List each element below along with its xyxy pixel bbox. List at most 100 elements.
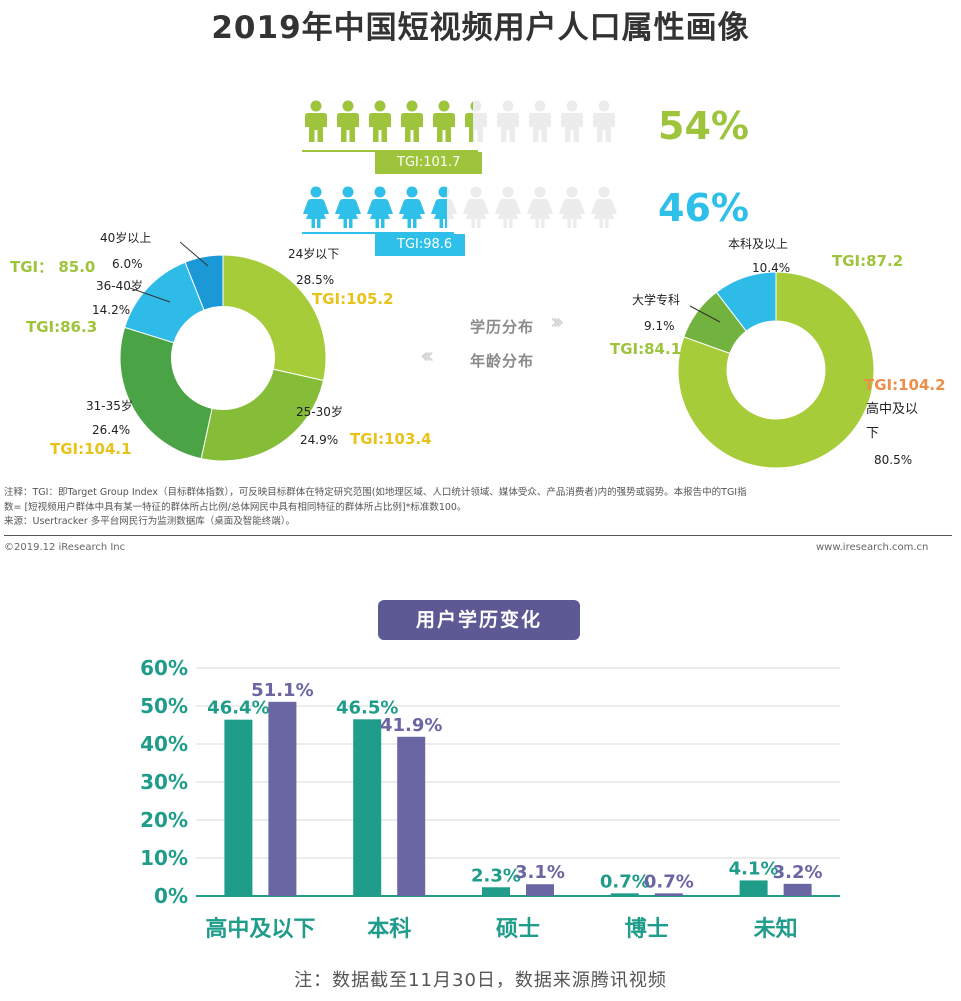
male-person-fill xyxy=(398,100,426,144)
category-label: 本科 xyxy=(367,917,411,942)
bar-chart-title: 用户学历变化 xyxy=(378,600,580,640)
leader-36-40 xyxy=(130,287,171,303)
category-label: 高中及以下 xyxy=(205,916,315,942)
age-slice-5 xyxy=(184,254,224,311)
male-icon xyxy=(401,100,423,142)
age-31-35-name: 31-35岁 xyxy=(86,399,133,413)
male-person-8 xyxy=(526,100,554,144)
data-label: 46.4% xyxy=(207,698,269,719)
data-label: 41.9% xyxy=(380,715,442,736)
bar xyxy=(610,893,639,896)
age-label-40plus: 40岁以上 xyxy=(100,230,151,247)
bar xyxy=(654,893,683,896)
male-icon xyxy=(305,100,327,142)
male-tgi-underline xyxy=(302,150,478,152)
male-person-9 xyxy=(558,100,586,144)
y-tick-label: 20% xyxy=(140,808,188,832)
male-person-fill xyxy=(334,100,362,144)
female-icon xyxy=(335,186,361,228)
category-label: 博士 xyxy=(625,916,669,942)
edu-highschool-name: 高中及以下 xyxy=(866,398,930,446)
bar xyxy=(397,736,426,896)
female-tgi-badge: TGI:98.6 xyxy=(375,234,465,256)
age-donut-chart xyxy=(119,254,327,462)
female-icon xyxy=(559,186,585,228)
age-25-30-tgi: TGI:103.4 xyxy=(350,430,432,448)
female-icon xyxy=(431,186,447,228)
female-icon xyxy=(367,186,393,228)
edu-college-pct: 9.1% xyxy=(644,319,675,333)
y-tick-label: 30% xyxy=(140,770,188,794)
y-tick-label: 40% xyxy=(140,732,188,756)
male-tgi: TGI:101.7 xyxy=(397,155,461,170)
male-icon xyxy=(497,100,519,142)
age-dist-label: 年龄分布 xyxy=(470,352,535,370)
female-person-10 xyxy=(590,186,618,230)
edu-slice-1 xyxy=(677,271,875,469)
age-slice-2 xyxy=(200,368,325,462)
female-person-8 xyxy=(526,186,554,230)
bar xyxy=(353,719,382,896)
chevron-left-icon: ‹‹‹ xyxy=(420,344,435,369)
data-label: 46.5% xyxy=(336,697,398,718)
female-icon-row xyxy=(302,186,618,230)
data-label: 3.1% xyxy=(515,862,565,883)
edu-bachelor-pct: 10.4% xyxy=(752,261,791,275)
female-person-5 xyxy=(430,186,458,230)
male-icon xyxy=(465,101,474,142)
bottom-note: 注：数据截至11月30日，数据来源腾讯视频 xyxy=(294,970,667,991)
edu-college-tgi: TGI:84.1 xyxy=(610,340,682,358)
bar xyxy=(526,884,554,896)
male-icon xyxy=(529,100,551,142)
male-person-10 xyxy=(590,100,618,144)
age-36-40-pct: 14.2% xyxy=(92,303,131,317)
data-label: 3.2% xyxy=(773,862,823,883)
female-person-4 xyxy=(398,186,426,230)
male-icon xyxy=(561,100,583,142)
female-person-fill xyxy=(398,186,426,230)
edu-dist-label: 学历分布 xyxy=(470,318,535,336)
page-title: 2019年中国短视频用户人口属性画像 xyxy=(211,10,750,46)
female-person-6 xyxy=(462,186,490,230)
female-person-1 xyxy=(302,186,330,230)
education-donut-chart xyxy=(677,271,875,469)
male-person-2 xyxy=(334,100,362,144)
male-person-5 xyxy=(430,100,458,144)
female-icon xyxy=(463,186,489,228)
y-tick-label: 60% xyxy=(140,656,188,680)
age-36-40-tgi: TGI:86.3 xyxy=(26,318,98,336)
male-icon xyxy=(369,100,391,142)
edu-highschool-tgi: TGI:104.2 xyxy=(864,376,946,394)
female-icon xyxy=(303,186,329,228)
male-icon-row xyxy=(302,100,618,144)
female-tgi: TGI:98.6 xyxy=(397,237,453,252)
male-person-6 xyxy=(462,100,490,144)
female-icon xyxy=(495,186,521,228)
female-person-fill xyxy=(430,186,447,230)
data-label: 2.3% xyxy=(471,865,521,886)
male-person-fill xyxy=(302,100,330,144)
male-icon xyxy=(593,100,615,142)
age-slice-3 xyxy=(119,326,213,460)
bar xyxy=(224,719,253,896)
male-person-1 xyxy=(302,100,330,144)
age-40plus-pct: 6.0% xyxy=(112,257,143,271)
age-24-tgi: TGI:105.2 xyxy=(312,290,394,308)
bar xyxy=(268,701,297,896)
bar xyxy=(783,883,812,896)
male-person-7 xyxy=(494,100,522,144)
female-icon xyxy=(399,186,425,228)
female-person-fill xyxy=(302,186,330,230)
divider xyxy=(4,535,952,536)
male-person-4 xyxy=(398,100,426,144)
female-person-fill xyxy=(334,186,362,230)
female-percent: 46% xyxy=(658,186,749,230)
y-tick-label: 0% xyxy=(154,884,188,908)
female-person-2 xyxy=(334,186,362,230)
age-24-name: 24岁以下 xyxy=(288,247,340,261)
note-line-1: 注释：TGI：即Target Group Index（目标群体指数），可反映目标… xyxy=(4,487,747,498)
education-bar-chart: 0% 10% 20% 30% 40% 50% 60% 46.4%51.1% 高中及以下 46.5%… xyxy=(140,656,840,942)
data-label: 51.1% xyxy=(251,680,313,701)
edu-highschool-label: 高中及以下 xyxy=(866,402,919,441)
category-label: 未知 xyxy=(754,916,798,942)
